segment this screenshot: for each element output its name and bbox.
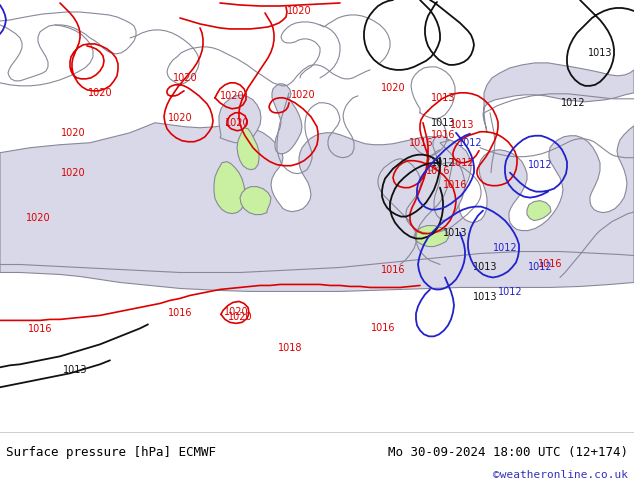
Polygon shape <box>527 200 551 220</box>
Text: 1020: 1020 <box>380 83 405 93</box>
Text: 1012: 1012 <box>458 138 482 147</box>
Text: 1020: 1020 <box>172 73 197 83</box>
Text: 1012: 1012 <box>498 288 522 297</box>
Polygon shape <box>433 136 465 220</box>
Text: 1012: 1012 <box>430 158 455 168</box>
Text: 1012: 1012 <box>527 263 552 272</box>
Text: 1016: 1016 <box>409 138 433 147</box>
Text: 1020: 1020 <box>61 128 86 138</box>
Polygon shape <box>483 63 634 133</box>
Text: 1016: 1016 <box>168 308 192 318</box>
Text: 1020: 1020 <box>228 313 252 322</box>
Text: ©weatheronline.co.uk: ©weatheronline.co.uk <box>493 470 628 480</box>
Text: 1013: 1013 <box>443 227 467 238</box>
Text: 1012: 1012 <box>560 98 585 108</box>
Text: 1016: 1016 <box>28 324 52 334</box>
Text: 1020: 1020 <box>220 91 244 101</box>
Text: 1020: 1020 <box>287 6 311 16</box>
Text: 1013: 1013 <box>430 118 455 128</box>
Text: 1012: 1012 <box>527 160 552 170</box>
Text: 1020: 1020 <box>61 168 86 178</box>
Text: 1013: 1013 <box>473 263 497 272</box>
Text: 1012: 1012 <box>493 243 517 252</box>
Text: 1013: 1013 <box>588 48 612 58</box>
Polygon shape <box>272 84 302 154</box>
Polygon shape <box>0 123 634 292</box>
Text: 1013: 1013 <box>430 93 455 103</box>
Text: 1018: 1018 <box>278 343 302 353</box>
Text: 1013: 1013 <box>63 366 87 375</box>
Text: 1016: 1016 <box>371 323 395 333</box>
Polygon shape <box>214 162 245 214</box>
Polygon shape <box>414 225 449 246</box>
Text: Surface pressure [hPa] ECMWF: Surface pressure [hPa] ECMWF <box>6 446 216 459</box>
Text: 1016: 1016 <box>426 166 450 176</box>
Text: Mo 30-09-2024 18:00 UTC (12+174): Mo 30-09-2024 18:00 UTC (12+174) <box>388 446 628 459</box>
Text: 1016: 1016 <box>430 130 455 140</box>
Polygon shape <box>237 128 259 170</box>
Text: 1020: 1020 <box>224 118 249 128</box>
Text: 1020: 1020 <box>224 307 249 318</box>
Text: 1020: 1020 <box>290 90 315 100</box>
Text: 1016: 1016 <box>538 260 562 270</box>
Text: 1020: 1020 <box>167 113 192 123</box>
Text: 1013: 1013 <box>473 293 497 302</box>
Polygon shape <box>219 95 261 143</box>
Text: 1013: 1013 <box>450 120 474 130</box>
Text: 1012: 1012 <box>450 158 474 168</box>
Text: 1016: 1016 <box>443 180 467 190</box>
Text: 1020: 1020 <box>87 88 112 98</box>
Polygon shape <box>240 187 271 215</box>
Text: 1016: 1016 <box>381 266 405 275</box>
Text: 1020: 1020 <box>26 213 50 222</box>
